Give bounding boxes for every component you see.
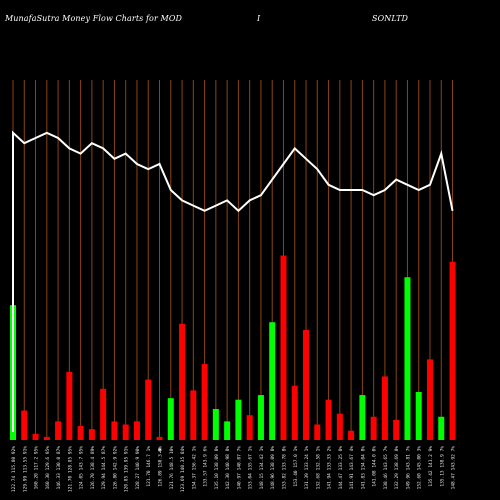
outflow-bar bbox=[393, 419, 400, 440]
x-tick-label: 135.42 141.2 9% bbox=[428, 446, 434, 487]
outflow-bar bbox=[201, 364, 208, 440]
x-tick-label: 148.47 143.92 7% bbox=[451, 446, 457, 490]
x-tick-label: 126.80 142.9 92% bbox=[112, 446, 118, 490]
outflow-bar bbox=[314, 424, 321, 440]
outflow-bar bbox=[280, 255, 287, 440]
outflow-bar bbox=[449, 261, 456, 440]
x-tick-label: 135.10 138.09 8% bbox=[214, 446, 220, 490]
x-tick-label: 160.20 117.2 95% bbox=[34, 446, 40, 490]
x-tick-label: 152.60 145.00 3% bbox=[417, 446, 423, 490]
x-tick-label: 126.70 138.4 89% bbox=[90, 446, 96, 490]
chart-title: MunafaSutra Money Flow Charts for MOD I … bbox=[5, 14, 408, 23]
x-tick-label: 122.74 115.80 92% bbox=[11, 446, 17, 492]
outflow-bar bbox=[66, 371, 73, 440]
inflow-bar bbox=[212, 409, 219, 440]
x-tick-label: 131.39 133.24 1% bbox=[304, 446, 310, 490]
outflow-bar bbox=[122, 424, 129, 440]
x-tick-label: 148.96 138.09 8% bbox=[270, 446, 276, 490]
inflow-bar bbox=[257, 395, 264, 440]
outflow-bar bbox=[133, 421, 140, 440]
x-tick-label: 138.46 143.65 7% bbox=[383, 446, 389, 490]
outflow-bar bbox=[325, 399, 332, 440]
x-tick-label: 121.70 146.7 1% bbox=[146, 446, 152, 487]
x-tick-label: 128.27 140.9 90% bbox=[135, 446, 141, 490]
money-flow-bars bbox=[10, 255, 456, 440]
x-tick-label: 160.30 129.6 95% bbox=[45, 446, 51, 490]
outflow-bar bbox=[303, 329, 310, 440]
x-tick-label: 132.68 132.58 1% bbox=[315, 446, 321, 490]
inflow-bar bbox=[167, 398, 174, 440]
x-tick-label: 146.33 130.0 87% bbox=[56, 446, 62, 490]
outflow-bar bbox=[336, 413, 343, 440]
outflow-bar bbox=[246, 415, 253, 440]
x-tick-label: 120.85 139.95 91% bbox=[124, 446, 130, 492]
outflow-bar bbox=[426, 359, 433, 440]
currency-symbol: ₹ bbox=[158, 448, 162, 455]
outflow-bar bbox=[156, 436, 163, 440]
price-line bbox=[12, 130, 454, 432]
outflow-bar bbox=[291, 385, 298, 440]
x-tick-label: 153.40 157.0 1% bbox=[293, 446, 299, 487]
x-tick-labels: 122.74 115.80 92% 129.99 113.55 91% 160.20… bbox=[11, 446, 457, 492]
inflow-bar bbox=[415, 391, 422, 440]
x-tick-label: 153.04 135.67 1% bbox=[248, 446, 254, 490]
x-tick-label: 133.57 143.9 6% bbox=[203, 446, 209, 487]
x-tick-label: 121.76 148.5 10% bbox=[169, 446, 175, 490]
inflow-bar bbox=[235, 399, 242, 440]
x-tick-label: 124.05 143.7 95% bbox=[79, 446, 85, 490]
outflow-bar bbox=[348, 430, 355, 440]
x-tick-label: 141.08 144.0 0% bbox=[372, 446, 378, 487]
inflow-bar bbox=[224, 421, 231, 440]
title-part-2: I bbox=[257, 14, 261, 23]
outflow-bar bbox=[55, 421, 62, 440]
inflow-bar bbox=[404, 277, 411, 440]
outflow-bar bbox=[77, 426, 84, 440]
outflow-bar bbox=[190, 390, 197, 440]
x-tick-label: 140.97 140.07 7% bbox=[236, 446, 242, 490]
x-tick-label: 132.29 138.69 8% bbox=[394, 446, 400, 490]
outflow-bar bbox=[111, 421, 118, 440]
inflow-bar bbox=[269, 322, 276, 440]
outflow-bar bbox=[43, 436, 50, 440]
outflow-bar bbox=[32, 433, 39, 440]
outflow-bar bbox=[145, 379, 152, 440]
x-tick-label: 149.96 143.81 7% bbox=[405, 446, 411, 490]
x-tick-label: 141.83 134.04 8% bbox=[360, 446, 366, 490]
outflow-bar bbox=[100, 388, 107, 440]
x-tick-label: 141.91 143.67 4% bbox=[349, 446, 355, 490]
outflow-bar bbox=[21, 410, 28, 440]
inflow-bar bbox=[438, 416, 445, 440]
x-tick-label: 121.70 128.85 95% bbox=[67, 446, 73, 492]
x-tick-label: 141.94 133.33 2% bbox=[327, 446, 333, 490]
title-part-1: MunafaSutra Money Flow Charts for MOD bbox=[5, 14, 182, 23]
outflow-bar bbox=[179, 323, 186, 440]
x-tick-label: 148.15 134.42 1% bbox=[259, 446, 265, 490]
x-tick-label: 126.89 150.3 8% bbox=[158, 446, 164, 487]
x-tick-label: 129.94 144.5 87% bbox=[101, 446, 107, 490]
x-tick-label: 135.13 138.9 7% bbox=[439, 446, 445, 487]
outflow-bar bbox=[88, 429, 95, 440]
x-tick-label: 123.69 140.35 84% bbox=[180, 446, 186, 492]
title-part-3: SONLTD bbox=[372, 14, 409, 23]
inflow-bar bbox=[359, 395, 366, 440]
x-tick-label: 142.30 140.98 8% bbox=[225, 446, 231, 490]
outflow-bar bbox=[370, 416, 377, 440]
x-tick-label: 153.82 133.78 8% bbox=[281, 446, 287, 490]
x-tick-label: 144.47 133.25 8% bbox=[338, 446, 344, 490]
outflow-bar bbox=[381, 376, 388, 440]
x-tick-label: 154.37 156.42 1% bbox=[191, 446, 197, 490]
x-tick-label: 129.99 113.55 91% bbox=[22, 446, 28, 492]
